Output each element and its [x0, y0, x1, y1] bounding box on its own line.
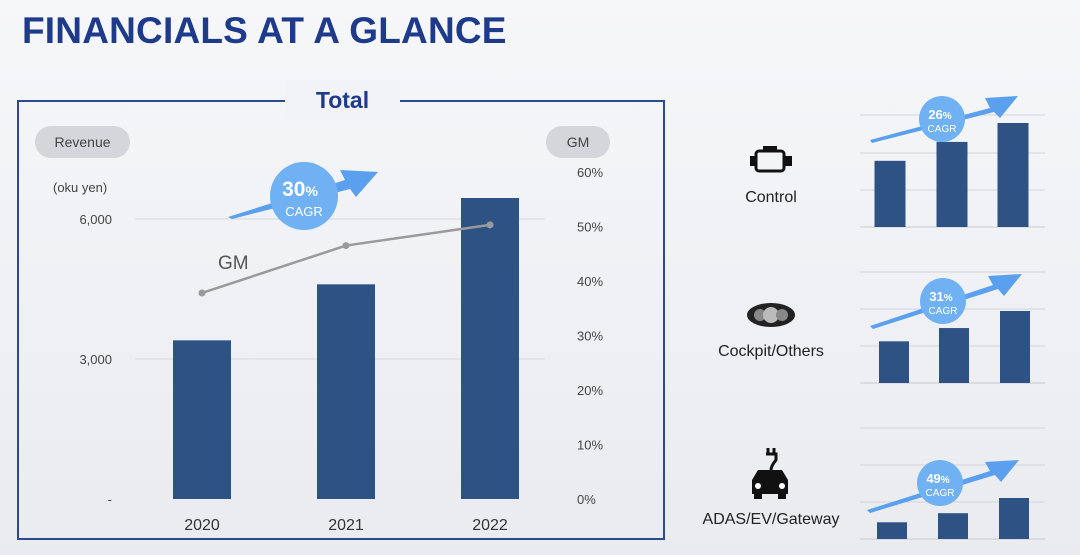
y2-tick-label: 20% — [577, 383, 603, 398]
cagr-value: 30% — [282, 178, 318, 201]
main-bars — [173, 198, 519, 499]
gm-point — [198, 289, 206, 297]
cagr-text: CAGR — [285, 204, 323, 219]
main-x-ticks: 2020 2021 2022 — [184, 517, 508, 534]
y-tick-label: 6,000 — [79, 212, 112, 227]
x-tick-label: 2022 — [472, 517, 508, 534]
segment-label-control: Control — [745, 189, 797, 206]
page-title: FINANCIALS AT A GLANCE — [22, 10, 507, 51]
y-tick-label: - — [108, 492, 112, 507]
gm-series-label: GM — [218, 253, 249, 274]
revenue-pill: Revenue — [35, 126, 130, 158]
main-y2-ticks: 0% 10% 20% 30% 40% 50% 60% — [577, 165, 603, 507]
unit-label: (oku yen) — [53, 180, 108, 195]
y2-tick-label: 10% — [577, 438, 603, 453]
y2-tick-label: 0% — [577, 492, 596, 507]
x-tick-label: 2020 — [184, 517, 220, 534]
y2-tick-label: 40% — [577, 274, 603, 289]
cagr-bubble — [270, 162, 338, 230]
ev-car-icon — [752, 448, 788, 499]
main-y-ticks: - 3,000 6,000 — [79, 212, 112, 507]
gm-pill: GM — [546, 126, 610, 158]
gauge-cluster-icon — [747, 303, 795, 327]
y2-tick-label: 30% — [577, 329, 603, 344]
main-cagr-callout: 30% CAGR — [228, 162, 378, 230]
gm-line — [198, 221, 494, 297]
y2-tick-label: 50% — [577, 220, 603, 235]
segment-label-cockpit: Cockpit/Others — [718, 343, 824, 360]
bar-2021 — [317, 284, 375, 499]
x-tick-label: 2021 — [328, 517, 364, 534]
y-tick-label: 3,000 — [79, 352, 112, 367]
segment-label-adas: ADAS/EV/Gateway — [702, 511, 840, 528]
panel-tab-total: Total — [285, 80, 400, 120]
engine-icon — [750, 146, 792, 173]
bar-2020 — [173, 340, 231, 499]
gm-point — [342, 242, 350, 250]
gm-point — [486, 221, 494, 229]
bar-2022 — [461, 198, 519, 499]
y2-tick-label: 60% — [577, 165, 603, 180]
